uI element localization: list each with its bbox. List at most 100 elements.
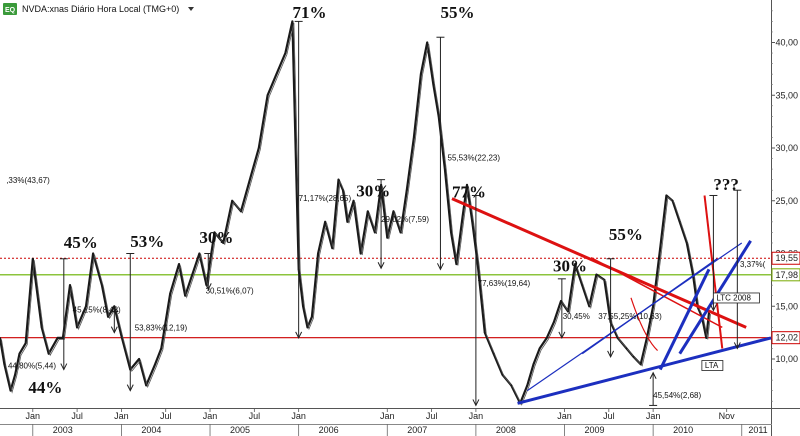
price-tick-label: 35,00	[775, 90, 798, 100]
price-point	[120, 334, 123, 337]
price-point	[178, 263, 180, 265]
price-point	[392, 210, 395, 213]
price-point	[184, 294, 187, 297]
price-tick-label: 10,00	[775, 354, 798, 364]
percent-detail-label: 55,53%(22,23)	[448, 154, 501, 163]
price-point	[198, 252, 201, 255]
measure-arrow-head	[649, 371, 657, 379]
price-point	[616, 337, 619, 339]
percent-annotation: 44%	[28, 378, 62, 397]
price-point	[213, 231, 216, 234]
measure-arrow-head	[436, 263, 444, 271]
price-point	[426, 41, 429, 44]
year-tick-label: 2003	[53, 425, 73, 435]
price-point	[24, 342, 27, 345]
price-tick-label: 15,00	[775, 301, 798, 311]
price-point	[284, 52, 287, 54]
month-tick-label: Jan	[114, 411, 129, 421]
percent-annotation: 53%	[130, 232, 164, 251]
price-point	[76, 326, 78, 329]
price-point	[405, 189, 408, 192]
month-tick-label: Jan	[469, 411, 484, 421]
measure-arrow-head	[607, 350, 615, 359]
price-point	[444, 168, 446, 171]
blue-steep-trendline-a[interactable]	[658, 268, 711, 371]
price-point	[107, 315, 109, 318]
price-point	[231, 199, 234, 202]
price-point	[545, 337, 548, 339]
price-point	[359, 252, 362, 255]
price-point	[160, 347, 163, 350]
price-point	[652, 305, 654, 308]
percent-detail-label: 30,45%	[563, 312, 590, 321]
percent-detail-label: 44,80%(5,44)	[8, 361, 56, 370]
price-point	[324, 220, 327, 223]
price-point	[266, 94, 269, 97]
price-tick-label: 30,00	[775, 143, 798, 153]
ltc-2008-trendline[interactable]	[451, 197, 747, 329]
price-point	[311, 315, 313, 318]
year-tick-label: 2005	[230, 425, 250, 435]
price-point	[581, 284, 584, 286]
price-point	[169, 292, 172, 295]
percent-annotation: 55%	[609, 225, 643, 244]
price-point	[538, 347, 541, 350]
price-point	[659, 247, 662, 250]
price-point	[257, 147, 260, 149]
price-point	[101, 284, 103, 286]
percent-annotation: 77%	[452, 183, 486, 202]
month-tick-label: Jan	[646, 411, 661, 421]
price-point	[685, 242, 688, 244]
year-tick-label: 2007	[407, 425, 427, 435]
percent-annotation: 30%	[199, 228, 233, 247]
price-point	[0, 337, 1, 339]
year-tick-label: 2009	[584, 425, 604, 435]
month-tick-label: Jul	[603, 411, 615, 421]
month-tick-label: Jul	[71, 411, 83, 421]
percent-detail-label: 77,63%(19,64)	[478, 279, 531, 288]
month-tick-label: Jan	[203, 411, 218, 421]
price-level-badge-label: 17,98	[775, 270, 798, 280]
price-point	[574, 263, 576, 265]
year-tick-label: 2004	[141, 425, 161, 435]
lta-trendline[interactable]	[517, 336, 772, 405]
price-point	[678, 220, 681, 223]
year-tick-label: 2010	[673, 425, 693, 435]
measure-arrow-head	[377, 262, 385, 270]
price-point	[567, 310, 569, 313]
price-point	[526, 384, 529, 387]
measure-arrow-head	[204, 283, 212, 291]
blue-channel-line-mid[interactable]	[581, 258, 718, 355]
trendline-tag-box	[712, 292, 760, 304]
percent-annotation: 55%	[440, 3, 474, 22]
price-point	[138, 358, 141, 360]
price-point	[337, 178, 340, 181]
percent-detail-label: 45,54%(2,68)	[653, 391, 701, 400]
percent-annotation: 45%	[64, 233, 98, 252]
chart-title-bar[interactable]: EQ NVDA:xnas Diário Hora Local (TMG+0)	[3, 3, 194, 15]
trendline-tag-box	[701, 360, 724, 371]
trendline-tag: LTC 2008	[716, 293, 751, 302]
price-point	[386, 236, 389, 239]
price-point	[639, 363, 642, 366]
percent-detail-label: 3,37%(	[740, 260, 766, 269]
price-point	[588, 305, 591, 308]
price-point	[249, 178, 251, 181]
red-trendline-secondary[interactable]	[590, 257, 723, 329]
price-point	[92, 252, 94, 255]
triangle-down-icon[interactable]	[188, 7, 194, 11]
price-point	[492, 352, 495, 355]
price-point	[47, 352, 50, 355]
price-point	[14, 373, 16, 376]
percent-detail-label: 71,17%(28,65)	[299, 194, 352, 203]
price-point	[69, 284, 71, 286]
price-point	[553, 321, 555, 323]
price-level-badge	[771, 251, 800, 265]
price-point	[413, 136, 415, 139]
month-tick-label: Jan	[557, 411, 572, 421]
price-point	[331, 247, 334, 250]
price-point	[432, 83, 435, 86]
percent-detail-label: 30,51%(6,07)	[206, 287, 254, 296]
